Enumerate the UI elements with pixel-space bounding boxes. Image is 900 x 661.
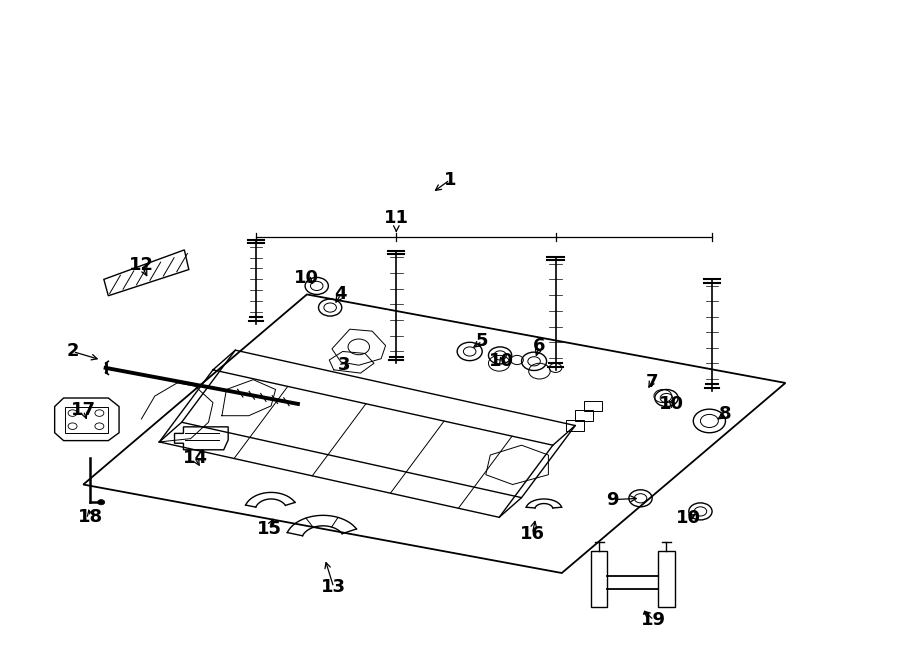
Text: 2: 2 bbox=[67, 342, 79, 360]
Text: 10: 10 bbox=[294, 269, 320, 287]
Bar bbox=[584, 401, 602, 411]
Bar bbox=[591, 551, 608, 607]
Text: 10: 10 bbox=[660, 395, 684, 413]
Text: 10: 10 bbox=[676, 509, 701, 527]
Text: 14: 14 bbox=[183, 449, 208, 467]
Text: 5: 5 bbox=[476, 332, 489, 350]
Text: 9: 9 bbox=[607, 490, 619, 508]
Text: 6: 6 bbox=[533, 337, 545, 355]
Text: 12: 12 bbox=[129, 256, 154, 274]
Text: 18: 18 bbox=[78, 508, 103, 525]
Text: 1: 1 bbox=[444, 171, 456, 189]
Text: 4: 4 bbox=[335, 286, 347, 303]
Circle shape bbox=[97, 500, 104, 505]
Text: 16: 16 bbox=[520, 525, 544, 543]
Text: 15: 15 bbox=[256, 520, 282, 538]
Text: 17: 17 bbox=[71, 401, 95, 420]
Text: 10: 10 bbox=[490, 352, 515, 370]
Bar bbox=[66, 407, 108, 433]
Text: 19: 19 bbox=[642, 611, 666, 629]
Text: 3: 3 bbox=[338, 356, 351, 373]
Text: 7: 7 bbox=[646, 373, 659, 391]
Text: 11: 11 bbox=[383, 209, 409, 227]
Text: 8: 8 bbox=[719, 405, 732, 424]
Text: 13: 13 bbox=[321, 578, 347, 596]
Bar bbox=[659, 551, 674, 607]
Bar bbox=[575, 410, 593, 421]
Bar bbox=[566, 420, 584, 431]
